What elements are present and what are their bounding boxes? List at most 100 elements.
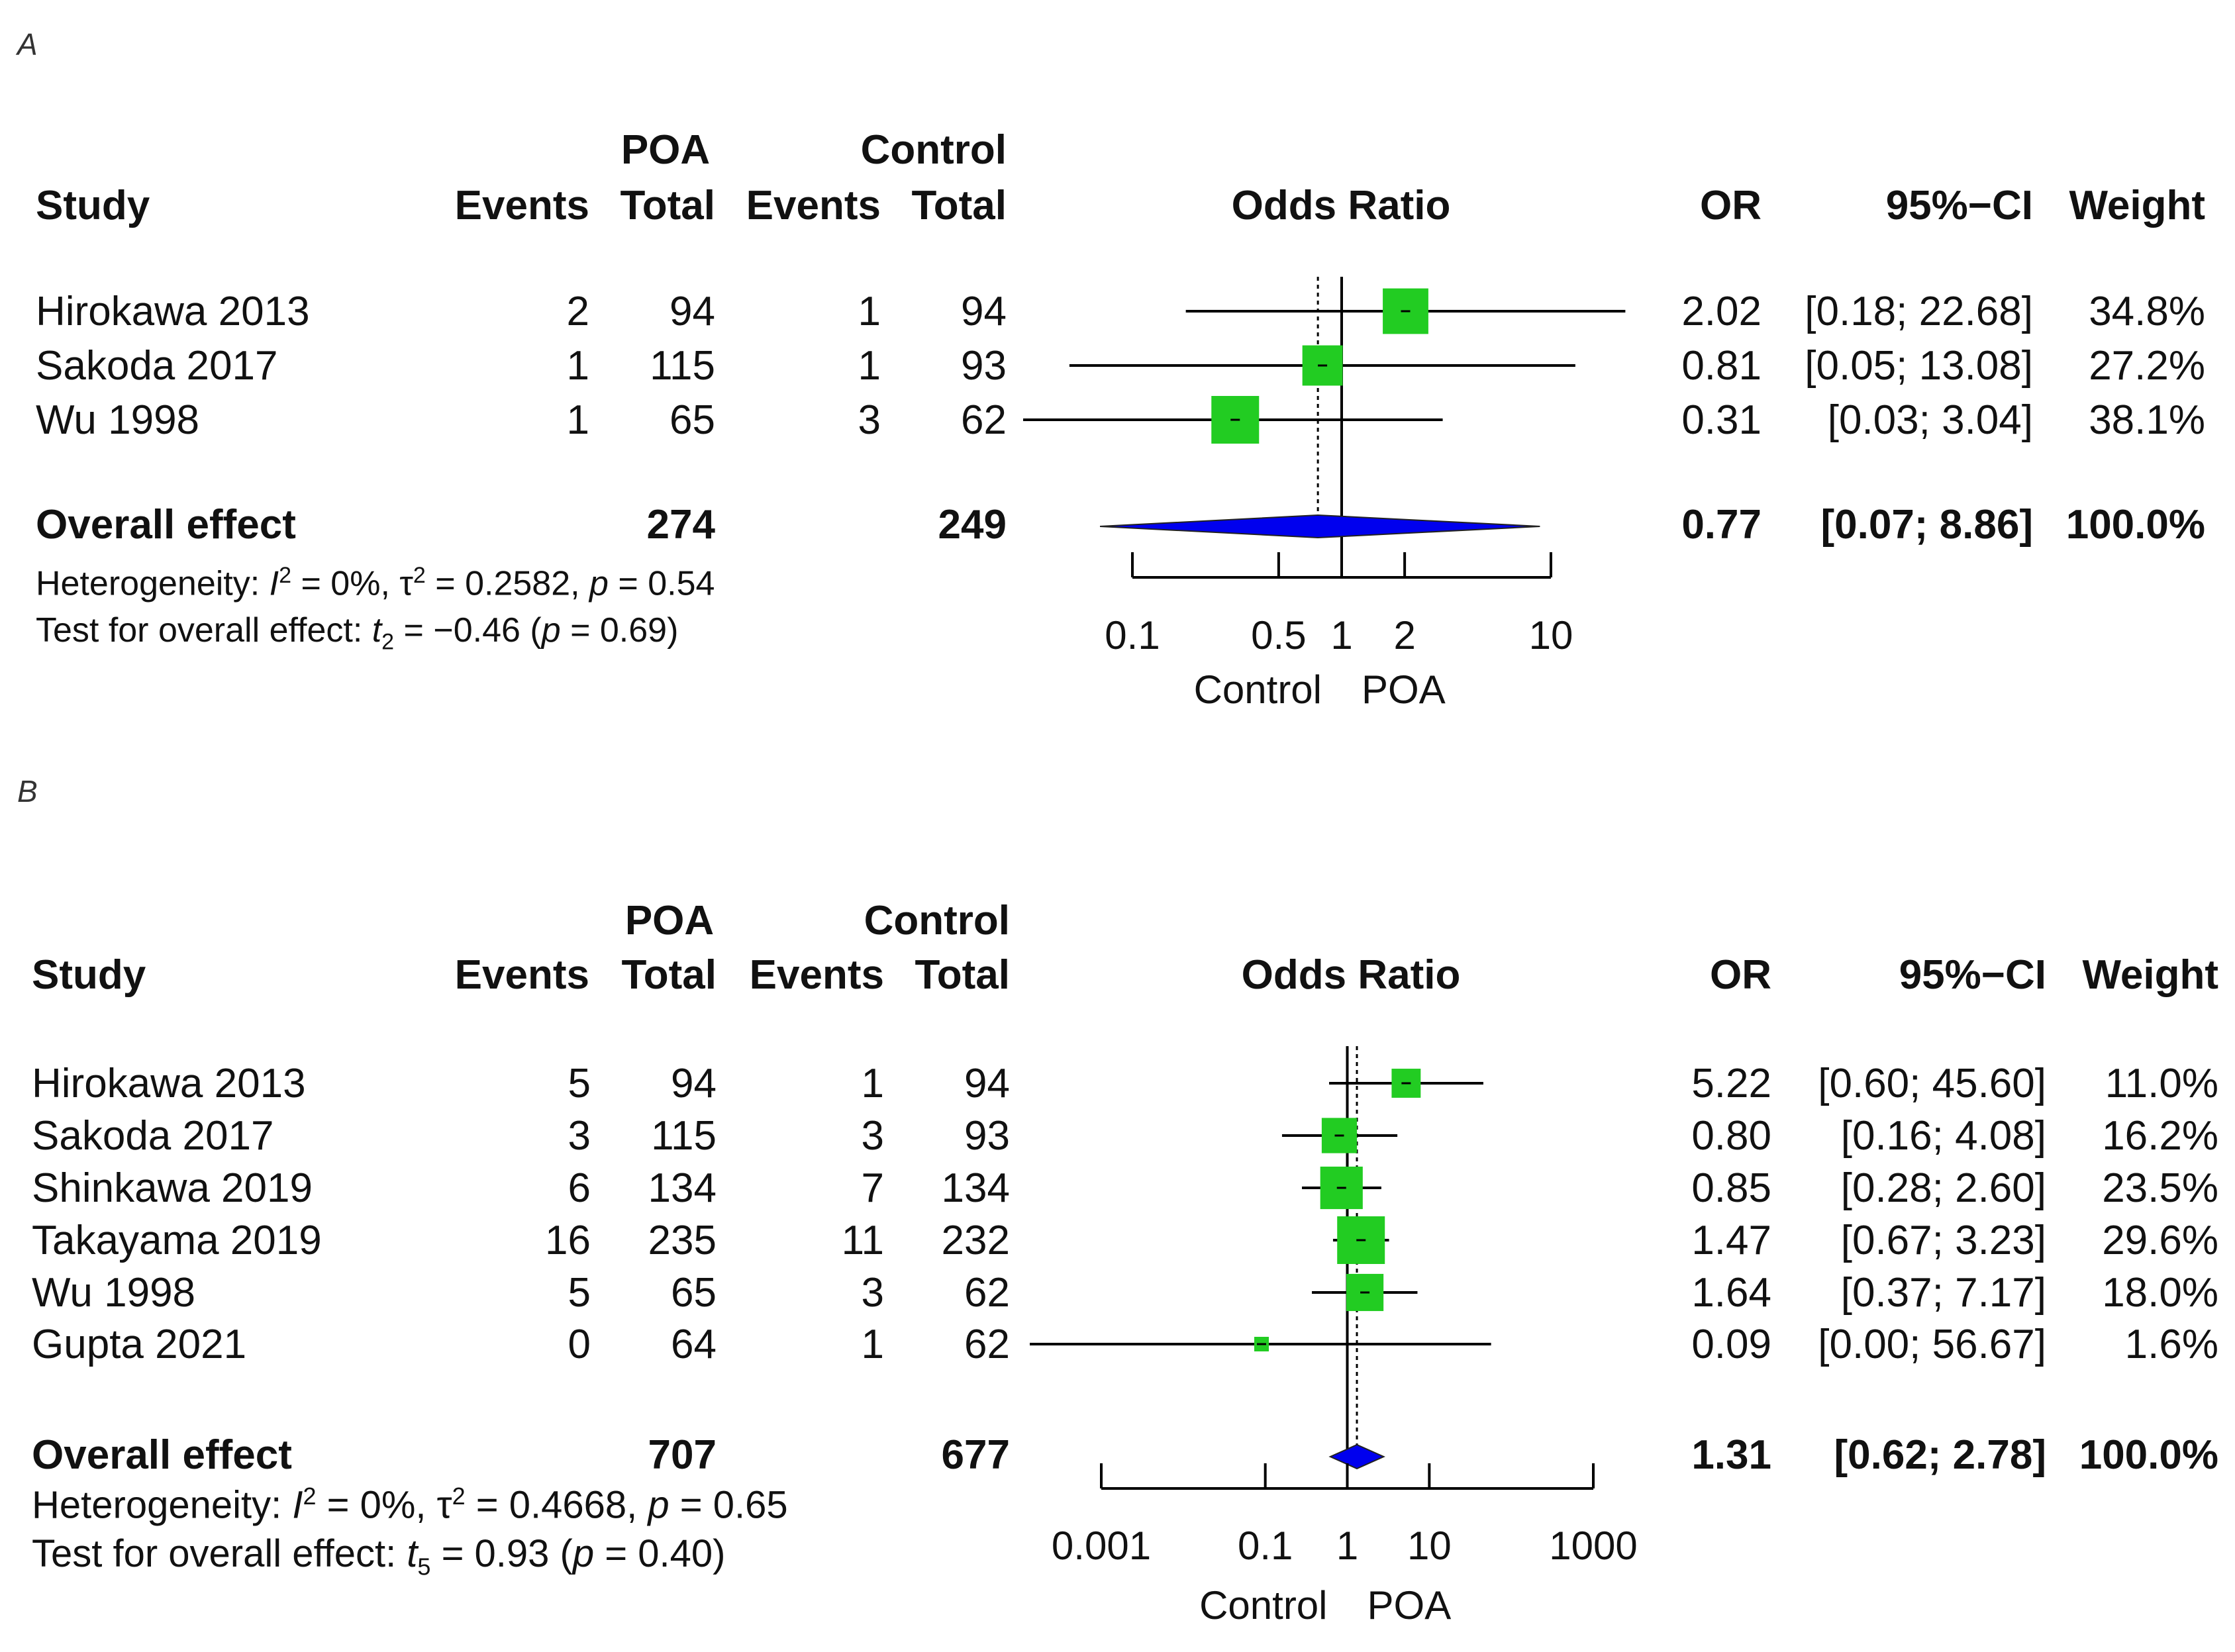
forest-plot-a: 0.1 0.5 1 2 10 Control POA	[1023, 277, 1626, 712]
weight-value: 29.6%	[2102, 1218, 2218, 1263]
weight-value: 23.5%	[2102, 1165, 2218, 1211]
favours-control-label: Control	[1199, 1583, 1327, 1628]
control-total-header: Total	[911, 183, 1007, 228]
or-value: 0.85	[1691, 1165, 1771, 1211]
study-name: Takayama 2019	[32, 1218, 322, 1263]
overall-poa-total: 707	[648, 1432, 717, 1478]
control-events: 1	[858, 343, 881, 389]
ci-value: [0.00; 56.67]	[1818, 1322, 2046, 1367]
or-value: 1.64	[1691, 1270, 1771, 1316]
control-events-header: Events	[746, 183, 881, 228]
study-name: Hirokawa 2013	[32, 1061, 306, 1106]
x-axis-tick-label: 1	[1330, 613, 1352, 657]
control-group-header: Control	[864, 898, 1010, 944]
study-name: Gupta 2021	[32, 1322, 247, 1367]
poa-group-header: POA	[624, 898, 715, 944]
x-axis-tick-label: 2	[1393, 613, 1415, 657]
weight-value: 38.1%	[2089, 397, 2205, 443]
weight-value: 34.8%	[2089, 289, 2205, 334]
or-column-header: OR	[1710, 952, 1771, 998]
x-axis-tick-label: 0.1	[1105, 613, 1160, 657]
control-total: 94	[961, 289, 1007, 334]
poa-events: 16	[545, 1218, 591, 1263]
x-axis-tick-label: 10	[1529, 613, 1573, 657]
poa-total: 134	[648, 1165, 717, 1211]
poa-events: 5	[568, 1061, 591, 1106]
control-group-header: Control	[860, 127, 1007, 173]
study-name: Hirokawa 2013	[36, 289, 310, 334]
weight-value: 16.2%	[2102, 1113, 2218, 1159]
poa-total-header: Total	[620, 183, 716, 228]
panel-letter: B	[17, 774, 38, 808]
overall-ci-value: [0.07; 8.86]	[1820, 502, 2033, 548]
study-name: Wu 1998	[36, 397, 200, 443]
or-column-header: OR	[1700, 183, 1762, 228]
control-events: 7	[861, 1165, 884, 1211]
control-total: 232	[941, 1218, 1010, 1263]
heterogeneity-text: Heterogeneity: I2 = 0%, τ2 = 0.2582, p =…	[36, 563, 715, 603]
poa-total: 65	[670, 397, 715, 443]
control-total: 62	[964, 1270, 1010, 1316]
control-events: 3	[858, 397, 881, 443]
ci-value: [0.18; 22.68]	[1805, 289, 2033, 334]
weight-column-header: Weight	[2082, 952, 2219, 998]
plot-title: Odds Ratio	[1241, 952, 1461, 998]
study-name: Shinkawa 2019	[32, 1165, 313, 1211]
forest-plot-b: 0.001 0.1 1 10 1000 Control POA	[1030, 1046, 1638, 1628]
overall-control-total: 249	[938, 502, 1007, 548]
overall-weight-value: 100.0%	[2065, 502, 2205, 548]
control-events: 11	[841, 1218, 884, 1263]
favours-poa-label: POA	[1367, 1583, 1452, 1628]
control-events: 1	[861, 1061, 884, 1106]
poa-total: 115	[651, 1113, 717, 1159]
poa-total: 94	[670, 289, 715, 334]
poa-group-header: POA	[621, 127, 711, 173]
poa-total: 235	[648, 1218, 717, 1263]
x-axis-tick-label: 10	[1407, 1524, 1452, 1568]
x-axis-tick-label: 0.001	[1052, 1524, 1151, 1568]
overall-or-value: 0.77	[1681, 502, 1762, 548]
control-events: 3	[861, 1270, 884, 1316]
control-total: 62	[964, 1322, 1010, 1367]
study-name: Sakoda 2017	[32, 1113, 274, 1159]
overall-ci-value: [0.62; 2.78]	[1834, 1432, 2046, 1478]
forest-plot-panel-a: A POA Control Study Events Total Events …	[0, 0, 2235, 781]
poa-events: 1	[566, 397, 589, 443]
heterogeneity-text: Heterogeneity: I2 = 0%, τ2 = 0.4668, p =…	[32, 1482, 788, 1527]
poa-events-header: Events	[454, 183, 589, 228]
ci-value: [0.37; 7.17]	[1840, 1270, 2046, 1316]
overall-effect-test-text: Test for overall effect: t5 = 0.93 (p = …	[32, 1532, 726, 1580]
poa-events-header: Events	[454, 952, 589, 998]
ci-value: [0.67; 3.23]	[1840, 1218, 2046, 1263]
overall-label: Overall effect	[32, 1432, 292, 1478]
or-value: 0.80	[1691, 1113, 1771, 1159]
control-total: 62	[961, 397, 1007, 443]
study-column-header: Study	[32, 952, 146, 998]
or-value: 2.02	[1681, 289, 1762, 334]
forest-plot-panel-b: B POA Control Study Events Total Events …	[0, 774, 2235, 1652]
ci-value: [0.16; 4.08]	[1840, 1113, 2046, 1159]
control-events: 1	[861, 1322, 884, 1367]
overall-or-value: 1.31	[1691, 1432, 1771, 1478]
or-value: 1.47	[1691, 1218, 1771, 1263]
control-events: 1	[858, 289, 881, 334]
poa-events: 1	[566, 343, 589, 389]
x-axis-tick-label: 1000	[1549, 1524, 1637, 1568]
weight-value: 27.2%	[2089, 343, 2205, 389]
poa-total: 65	[671, 1270, 717, 1316]
control-total: 93	[964, 1113, 1010, 1159]
poa-events: 2	[566, 289, 589, 334]
poa-events: 3	[568, 1113, 591, 1159]
overall-label: Overall effect	[36, 502, 296, 548]
favours-control-label: Control	[1194, 667, 1322, 712]
or-value: 0.81	[1681, 343, 1762, 389]
control-total: 93	[961, 343, 1007, 389]
poa-total-header: Total	[621, 952, 717, 998]
control-total-header: Total	[915, 952, 1011, 998]
control-events: 3	[861, 1113, 884, 1159]
poa-events: 0	[568, 1322, 591, 1367]
or-value: 5.22	[1691, 1061, 1771, 1106]
overall-effect-diamond	[1099, 514, 1540, 539]
ci-value: [0.28; 2.60]	[1840, 1165, 2046, 1211]
study-name: Wu 1998	[32, 1270, 196, 1316]
